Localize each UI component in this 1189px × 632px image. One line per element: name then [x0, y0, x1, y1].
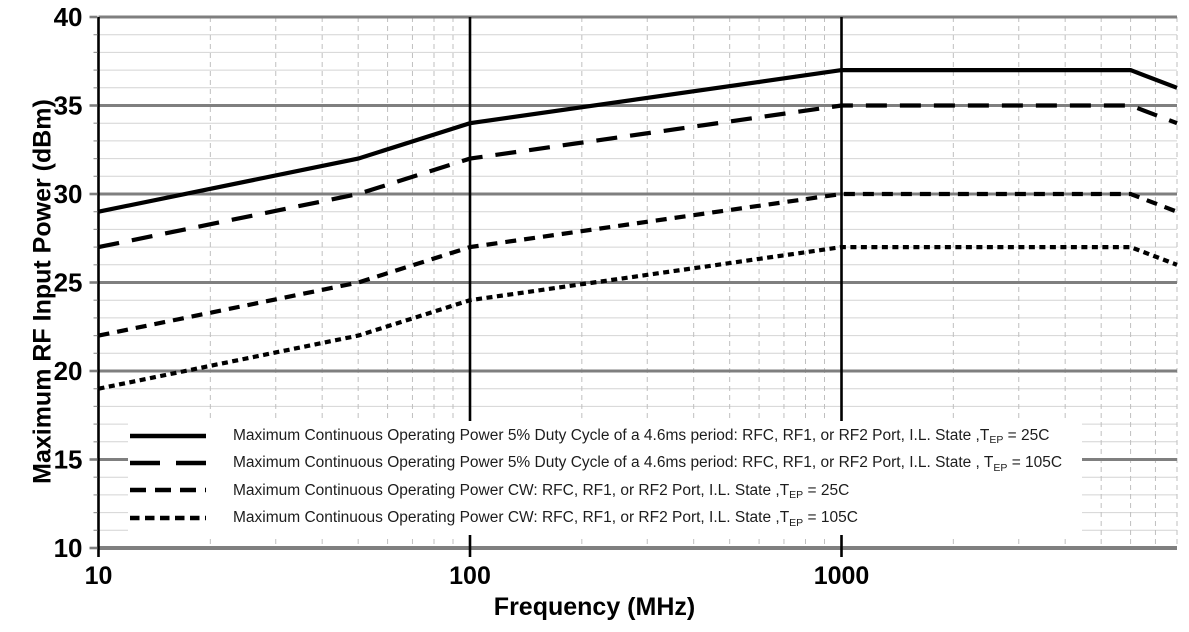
y-tick-label: 40 — [54, 2, 83, 32]
y-tick-label: 30 — [54, 179, 83, 209]
legend-label-text: Maximum Continuous Operating Power CW: R… — [233, 481, 790, 499]
legend-label-text: = 105C — [1007, 454, 1063, 472]
legend-label-text: Maximum Continuous Operating Power 5% Du… — [233, 454, 994, 472]
legend-line-sample-icon — [130, 433, 206, 438]
legend-label: Maximum Continuous Operating Power 5% Du… — [233, 454, 1063, 474]
y-tick-label: 35 — [54, 91, 83, 121]
legend-label-subscript: EP — [789, 489, 804, 502]
legend-line-sample-icon — [130, 460, 206, 466]
legend-label: Maximum Continuous Operating Power 5% Du… — [233, 426, 1050, 447]
legend-label-subscript: EP — [789, 516, 804, 529]
legend-label-text: = 25C — [1003, 426, 1050, 444]
x-axis-title: Frequency (MHz) — [493, 593, 696, 621]
legend-label: Maximum Continuous Operating Power CW: R… — [233, 509, 858, 529]
series-line-cw-tep-25c — [98, 191, 1178, 338]
x-tick-label: 10 — [85, 562, 113, 590]
y-tick-label: 25 — [54, 268, 83, 298]
y-tick-label: 10 — [54, 533, 83, 563]
legend-label-subscript: EP — [993, 461, 1008, 474]
x-tick-label: 1000 — [814, 562, 870, 590]
legend-item-cw-tep-105c: Maximum Continuous Operating Power CW: R… — [130, 504, 1062, 531]
legend-label-subscript: EP — [989, 434, 1004, 447]
legend-label-text: = 25C — [803, 481, 850, 499]
y-tick-label: 15 — [54, 445, 83, 475]
legend-item-duty-cycle-5pct-tep-25c: Maximum Continuous Operating Power 5% Du… — [130, 422, 1062, 449]
series-line-duty-cycle-5pct-tep-105c — [98, 103, 1178, 250]
y-tick-label: 20 — [54, 356, 83, 386]
y-axis-title: Maximum RF Input Power (dBm) — [28, 99, 57, 484]
legend-item-cw-tep-25c: Maximum Continuous Operating Power CW: R… — [130, 477, 1062, 504]
legend-line-sample-icon — [130, 488, 206, 493]
x-tick-label: 100 — [449, 562, 491, 590]
legend-label-text: Maximum Continuous Operating Power CW: R… — [233, 509, 790, 527]
legend-label-text: Maximum Continuous Operating Power 5% Du… — [233, 426, 990, 444]
legend-label-text: = 105C — [803, 509, 858, 527]
series-line-duty-cycle-5pct-tep-25c — [98, 68, 1178, 214]
legend-label: Maximum Continuous Operating Power CW: R… — [233, 481, 850, 502]
chart-legend: Maximum Continuous Operating Power 5% Du… — [128, 421, 1083, 535]
series-line-cw-tep-105c — [98, 245, 1178, 391]
legend-line-sample-icon — [130, 515, 206, 521]
legend-item-duty-cycle-5pct-tep-105c: Maximum Continuous Operating Power 5% Du… — [130, 449, 1062, 476]
